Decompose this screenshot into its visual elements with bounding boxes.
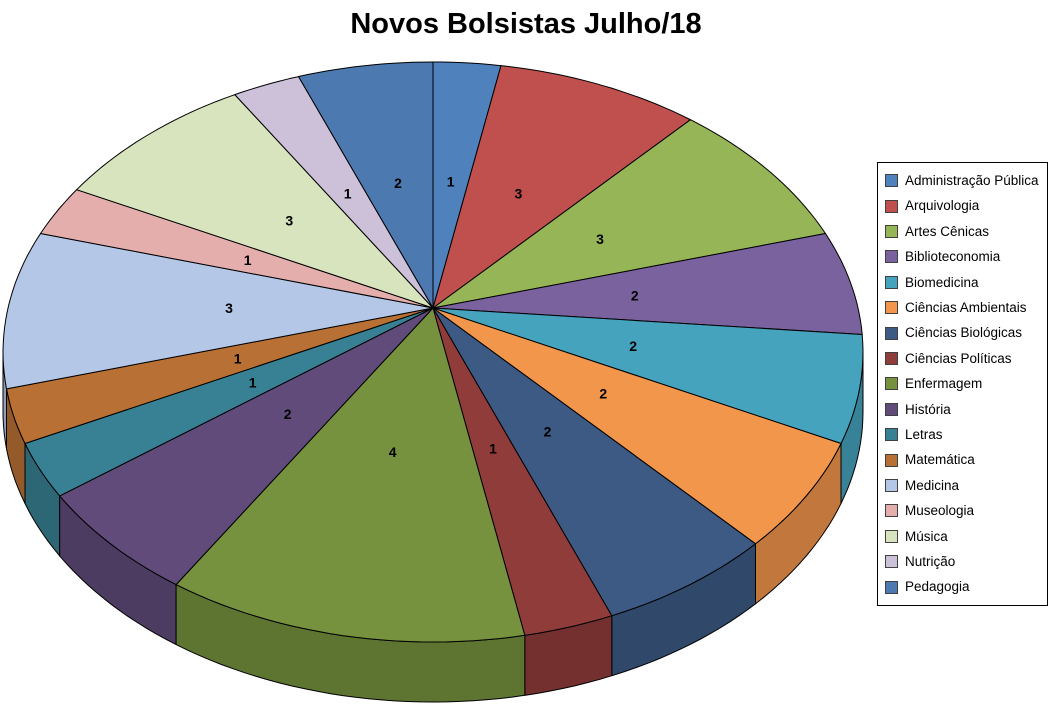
legend-swatch-ciencias-politicas	[885, 352, 898, 366]
legend-item-medicina[interactable]: Medicina	[885, 479, 1045, 493]
slice-value-label-artes-cenicas: 3	[596, 231, 604, 247]
legend-label: Música	[905, 528, 948, 544]
legend-item-matematica[interactable]: Matemática	[885, 453, 1045, 467]
slice-value-label-musica: 3	[285, 213, 293, 229]
legend-label: Biomedicina	[905, 274, 979, 290]
legend-item-historia[interactable]: História	[885, 403, 1045, 417]
pie-slice-biomedicina[interactable]	[432, 307, 864, 444]
legend-swatch-musica	[885, 529, 898, 543]
slice-value-label-nutricao: 1	[344, 186, 352, 202]
legend-item-biblioteconomia[interactable]: Biblioteconomia	[885, 250, 1045, 264]
legend-swatch-ciencias-biologicas	[885, 326, 898, 340]
chart-legend: Administração Pública Arquivologia Artes C…	[877, 162, 1048, 606]
legend-item-biomedicina[interactable]: Biomedicina	[885, 276, 1045, 290]
pie-slice-artes-cenicas[interactable]	[432, 119, 826, 309]
legend-swatch-enfermagem	[885, 377, 898, 391]
legend-swatch-nutricao	[885, 555, 898, 569]
legend-label: Museologia	[905, 503, 975, 519]
legend-swatch-administracao-publica	[885, 174, 898, 188]
legend-swatch-historia	[885, 402, 898, 416]
legend-label: Pedagogia	[905, 579, 970, 595]
slice-value-label-historia: 2	[284, 406, 292, 422]
slice-value-label-ciencias-politicas: 1	[489, 441, 497, 457]
legend-label: Medicina	[905, 477, 960, 493]
legend-item-enfermagem[interactable]: Enfermagem	[885, 377, 1045, 391]
pie-slice-enfermagem[interactable]	[175, 307, 526, 643]
pie-slice-medicina[interactable]	[2, 233, 434, 390]
pie-slice-arquivologia[interactable]	[432, 65, 691, 309]
slice-value-label-medicina: 3	[225, 300, 233, 316]
pie-slice-musica[interactable]	[76, 94, 434, 309]
pie-slices	[2, 61, 864, 643]
legend-item-ciencias-ambientais[interactable]: Ciências Ambientais	[885, 301, 1045, 315]
legend-swatch-biblioteconomia	[885, 250, 898, 264]
legend-swatch-museologia	[885, 504, 898, 518]
slice-value-label-administracao-publica: 1	[447, 174, 455, 190]
legend-item-artes-cenicas[interactable]: Artes Cênicas	[885, 225, 1045, 239]
slice-value-label-biomedicina: 2	[629, 338, 637, 354]
legend-swatch-medicina	[885, 479, 898, 493]
legend-label: Artes Cênicas	[905, 223, 990, 239]
pie-slice-pedagogia[interactable]	[298, 61, 434, 309]
legend-swatch-pedagogia	[885, 580, 898, 594]
pie-slice-ciencias-biologicas[interactable]	[432, 307, 756, 617]
legend-label: Administração Pública	[905, 172, 1039, 188]
legend-label: Ciências Ambientais	[905, 299, 1027, 315]
legend-label: Biblioteconomia	[905, 249, 1001, 265]
legend-item-letras[interactable]: Letras	[885, 428, 1045, 442]
legend-item-museologia[interactable]: Museologia	[885, 504, 1045, 518]
legend-swatch-biomedicina	[885, 275, 898, 289]
slice-value-label-enfermagem: 4	[389, 444, 397, 460]
legend-label: Matemática	[905, 452, 975, 468]
legend-item-ciencias-biologicas[interactable]: Ciências Biológicas	[885, 326, 1045, 340]
slice-value-label-letras: 1	[249, 375, 257, 391]
legend-item-nutricao[interactable]: Nutrição	[885, 555, 1045, 569]
legend-swatch-arquivologia	[885, 199, 898, 213]
pie-slice-historia[interactable]	[59, 307, 434, 586]
legend-label: Arquivologia	[905, 198, 980, 214]
legend-item-administracao-publica[interactable]: Administração Pública	[885, 174, 1045, 188]
legend-label: Ciências Políticas	[905, 350, 1012, 366]
chart-title: Novos Bolsistas Julho/18	[350, 8, 702, 40]
legend-item-pedagogia[interactable]: Pedagogia	[885, 580, 1045, 594]
legend-item-ciencias-politicas[interactable]: Ciências Políticas	[885, 352, 1045, 366]
legend-item-musica[interactable]: Música	[885, 530, 1045, 544]
legend-label: História	[905, 401, 951, 417]
legend-label: Enfermagem	[905, 376, 983, 392]
legend-item-arquivologia[interactable]: Arquivologia	[885, 199, 1045, 213]
slice-value-label-ciencias-ambientais: 2	[599, 386, 607, 402]
slice-value-label-ciencias-biologicas: 2	[544, 423, 552, 439]
legend-swatch-ciencias-ambientais	[885, 301, 898, 315]
slice-value-label-museologia: 1	[244, 252, 252, 268]
legend-label: Nutrição	[905, 554, 956, 570]
slice-value-label-biblioteconomia: 2	[631, 288, 639, 304]
legend-swatch-artes-cenicas	[885, 225, 898, 239]
pie-slice-biblioteconomia[interactable]	[432, 233, 863, 335]
pie-walls	[2, 351, 864, 703]
legend-swatch-letras	[885, 428, 898, 442]
slice-value-label-arquivologia: 3	[515, 186, 523, 202]
legend-label: Letras	[905, 427, 943, 443]
legend-swatch-matematica	[885, 453, 898, 467]
pie-slice-ciencias-ambientais[interactable]	[432, 307, 842, 545]
slice-value-label-pedagogia: 2	[394, 175, 402, 191]
legend-label: Ciências Biológicas	[905, 325, 1023, 341]
slice-value-label-matematica: 1	[234, 351, 242, 367]
